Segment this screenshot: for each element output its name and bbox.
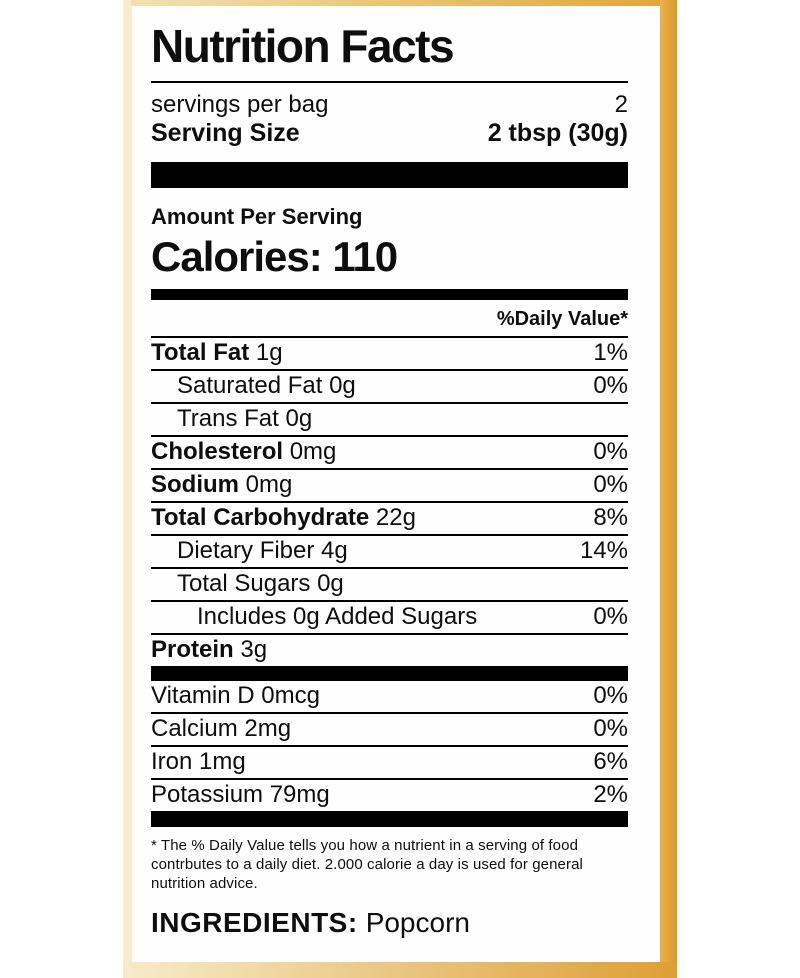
nutrition-facts-panel: Nutrition Facts servings per bag 2 Servi… bbox=[132, 6, 660, 962]
nutrient-amount: Includes 0g Added Sugars bbox=[197, 603, 478, 630]
micronutrient-row-calcium: Calcium 2mg 0% bbox=[151, 712, 628, 745]
servings-per-bag-label: servings per bag bbox=[151, 91, 329, 118]
nutrient-row-dietary-fiber: Dietary Fiber 4g 14% bbox=[151, 534, 628, 567]
nutrient-pct: 0% bbox=[593, 471, 628, 498]
nutrient-name: Cholesterol bbox=[151, 438, 284, 465]
medium-separator-bar bbox=[151, 289, 628, 300]
gold-border-right bbox=[660, 0, 677, 962]
gold-border-bottom bbox=[123, 962, 677, 978]
nutrient-pct: 14% bbox=[579, 537, 628, 564]
nutrient-row-added-sugars: Includes 0g Added Sugars 0% bbox=[151, 600, 628, 633]
serving-size-value: 2 tbsp (30g) bbox=[487, 119, 628, 147]
serving-size-label: Serving Size bbox=[151, 119, 300, 147]
nutrient-amount: 22g bbox=[369, 504, 416, 531]
calories-line: Calories: 110 bbox=[151, 233, 398, 280]
gold-border-left bbox=[123, 0, 132, 978]
nutrient-pct: 0% bbox=[593, 372, 628, 399]
micronutrient-pct: 0% bbox=[593, 682, 628, 709]
micronutrient-pct: 2% bbox=[593, 781, 628, 808]
nutrient-name: Total Carbohydrate bbox=[151, 504, 370, 531]
thick-separator-bar bbox=[151, 162, 628, 188]
nutrient-amount: Dietary Fiber 4g bbox=[177, 537, 348, 564]
micronutrient-row-vitamin-d: Vitamin D 0mcg 0% bbox=[151, 681, 628, 712]
nutrient-pct: 8% bbox=[593, 504, 628, 531]
gold-border-top bbox=[131, 0, 677, 6]
nutrient-pct: 0% bbox=[593, 438, 628, 465]
nutrient-amount: 0mg bbox=[239, 471, 293, 498]
nutrient-amount: 1g bbox=[249, 339, 283, 366]
nutrient-row-total-sugars: Total Sugars 0g bbox=[151, 567, 628, 600]
footnote-separator-bar bbox=[151, 811, 628, 827]
nutrient-row-total-carbohydrate: Total Carbohydrate 22g 8% bbox=[151, 501, 628, 534]
nutrient-name: Protein bbox=[151, 636, 234, 663]
daily-value-header: %Daily Value* bbox=[496, 308, 628, 330]
nutrient-row-cholesterol: Cholesterol 0mg 0% bbox=[151, 435, 628, 468]
divider-under-title bbox=[151, 81, 628, 83]
micronutrient-pct: 0% bbox=[593, 715, 628, 742]
nutrient-row-trans-fat: Trans Fat 0g bbox=[151, 402, 628, 435]
section-separator-bar bbox=[151, 666, 628, 681]
ingredients-line: INGREDIENTS: Popcorn bbox=[151, 906, 628, 940]
ingredients-label: INGREDIENTS: bbox=[151, 907, 358, 938]
serving-size-row: Serving Size 2 tbsp (30g) bbox=[151, 119, 628, 148]
nutrient-amount: 3g bbox=[233, 636, 268, 663]
nutrient-row-protein: Protein 3g bbox=[151, 633, 628, 666]
nutrient-row-sodium: Sodium 0mg 0% bbox=[151, 468, 628, 501]
nutrient-amount: Saturated Fat 0g bbox=[177, 372, 356, 399]
nutrient-row-saturated-fat: Saturated Fat 0g 0% bbox=[151, 369, 628, 402]
label-title: Nutrition Facts bbox=[151, 20, 455, 72]
nutrient-amount: Total Sugars 0g bbox=[177, 570, 344, 597]
servings-per-bag-row: servings per bag 2 bbox=[151, 90, 628, 119]
micronutrient-row-iron: Iron 1mg 6% bbox=[151, 745, 628, 778]
nutrient-name: Total Fat bbox=[151, 339, 250, 366]
nutrient-row-total-fat: Total Fat 1g 1% bbox=[151, 336, 628, 369]
amount-per-serving-label: Amount Per Serving bbox=[151, 204, 363, 229]
nutrient-amount: 0mg bbox=[283, 438, 337, 465]
nutrient-amount: Trans Fat 0g bbox=[177, 405, 313, 432]
nutrient-pct: 0% bbox=[593, 603, 628, 630]
ingredients-value: Popcorn bbox=[365, 907, 470, 938]
micronutrient-name: Vitamin D 0mcg bbox=[151, 682, 320, 709]
servings-per-bag-value: 2 bbox=[614, 91, 628, 118]
micronutrient-name: Iron 1mg bbox=[151, 748, 246, 775]
micronutrient-name: Calcium 2mg bbox=[151, 715, 292, 742]
nutrient-pct: 1% bbox=[593, 339, 628, 366]
daily-value-footnote: * The % Daily Value tells you how a nutr… bbox=[151, 837, 583, 892]
nutrient-name: Sodium bbox=[151, 471, 239, 498]
micronutrient-name: Potassium 79mg bbox=[151, 781, 330, 808]
micronutrient-pct: 6% bbox=[593, 748, 628, 775]
micronutrient-row-potassium: Potassium 79mg 2% bbox=[151, 778, 628, 811]
